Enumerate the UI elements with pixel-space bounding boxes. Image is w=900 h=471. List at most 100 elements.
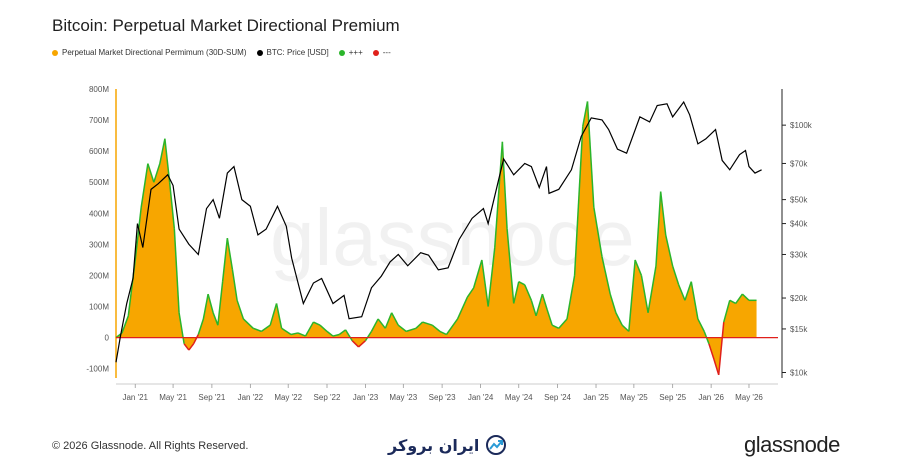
premium-outline-segment [551, 324, 560, 329]
x-axis-tick-label: May '22 [274, 393, 302, 402]
premium-outline-segment [601, 256, 611, 295]
premium-outline-segment [207, 293, 214, 313]
legend-item-price[interactable]: BTC: Price [USD] [256, 48, 329, 57]
right-axis-tick-label: $40k [790, 220, 808, 229]
premium-outline-segment [713, 359, 720, 376]
premium-outline-segment [226, 238, 234, 270]
premium-outline-segment [236, 300, 245, 320]
premium-outline-segment [269, 303, 278, 326]
x-axis-tick-label: Jan '23 [353, 393, 379, 402]
premium-outline-segment [431, 324, 441, 332]
legend-item-premium[interactable]: Perpetual Market Directional Permimum (3… [52, 48, 247, 57]
premium-outline-segment [697, 318, 705, 332]
premium-outline-segment [506, 228, 515, 304]
legend-item-negative[interactable]: --- [372, 48, 391, 57]
btc-price-line [115, 100, 762, 363]
premium-outline-segment [188, 343, 195, 351]
premium-outline-segment [512, 281, 520, 304]
x-axis-tick-label: Sep '21 [198, 393, 225, 402]
premium-outline-segment [524, 284, 533, 301]
premium-outline-segment [168, 182, 176, 229]
legend-label-positive: +++ [348, 48, 363, 57]
premium-outline-segment [655, 191, 662, 267]
legend-item-positive[interactable]: +++ [338, 48, 363, 57]
premium-outline-segment [723, 300, 731, 323]
left-axis: 800M 700M 600M 500M 400M 300M 200M 100M 0 -100M [86, 85, 117, 378]
x-axis-tick-label: Jan '24 [468, 393, 494, 402]
left-axis-tick-label: 200M [89, 271, 109, 280]
premium-outline-segment [735, 293, 743, 304]
premium-outline-segment [332, 333, 340, 337]
premium-outline-segment [260, 324, 271, 333]
premium-outline-segment [153, 163, 161, 183]
right-axis-tick-label: $100k [790, 121, 813, 130]
left-axis-tick-label: 600M [89, 147, 109, 156]
premium-outline-segment [664, 234, 674, 267]
trend-arrow-icon [486, 435, 507, 455]
right-axis-tick-label: $20k [790, 294, 808, 303]
premium-outline-segment [319, 324, 328, 332]
premium-outline-segment [242, 318, 254, 329]
x-axis-tick-label: Sep '25 [659, 393, 686, 402]
premium-outline-segment [290, 332, 299, 336]
premium-outline-segment [397, 324, 407, 332]
premium-outline-segment [313, 321, 321, 326]
premium-outline-segment [621, 324, 630, 332]
premium-outline-segment [677, 284, 686, 301]
legend-dot-premium [52, 49, 58, 56]
chart-canvas[interactable]: glassnode 800M 700M 600M 500M 400M 300M 200M 10… [0, 0, 900, 420]
premium-outline-segment [659, 191, 667, 236]
premium-outline-segment [164, 138, 171, 183]
premium-outline-segment [717, 321, 725, 375]
premium-outline-segment [741, 293, 750, 301]
x-axis-tick-label: May '26 [735, 393, 763, 402]
legend-label-price: BTC: Price [USD] [266, 48, 329, 57]
premium-outline-segment [586, 101, 595, 208]
premium-outline-segment [140, 163, 149, 208]
premium-outline-segment [377, 318, 386, 329]
premium-outline-segment [439, 330, 447, 336]
premium-outline-segment [415, 321, 424, 329]
premium-outline-segment [671, 265, 680, 286]
right-axis-tick-label: $50k [790, 196, 808, 205]
legend-dot-price [256, 49, 263, 56]
x-axis: Jan '21 May '21 Sep '21 Jan '22 May '22 Sep '… [116, 383, 778, 402]
premium-outline-segment [634, 259, 643, 276]
premium-outline-segment [384, 312, 393, 329]
watermark-text: glassnode [270, 193, 635, 282]
premium-outline-segment [281, 327, 292, 336]
premium-outline-segment [326, 330, 334, 337]
premium-outline-segment [390, 312, 399, 326]
premium-outline-segment [729, 299, 737, 305]
premium-outline-segment [573, 126, 584, 276]
premium-outline-segment [422, 321, 433, 326]
left-axis-tick-label: -100M [86, 365, 109, 374]
left-axis-tick-label: 500M [89, 178, 109, 187]
right-axis-tick-label: $15k [790, 325, 808, 334]
legend: Perpetual Market Directional Permimum (3… [52, 48, 391, 57]
premium-outline-segment [445, 318, 459, 335]
premium-outline-segment [456, 296, 469, 320]
premium-outline-segment [566, 275, 576, 320]
premium-outline-segment [252, 327, 262, 333]
x-axis-tick-label: May '21 [159, 393, 187, 402]
premium-outline-segment [708, 343, 715, 360]
premium-outline-segment [501, 141, 508, 229]
left-axis-tick-label: 400M [89, 209, 109, 218]
premium-outline-segment [472, 259, 483, 289]
premium-outline-segment [518, 281, 526, 286]
premium-outline-segment [481, 259, 489, 307]
iranbroker-logo: ایران بروکر [388, 434, 507, 456]
premium-outline-segment [370, 318, 379, 332]
premium-outline-segment [690, 281, 699, 320]
premium-outline-segment [231, 269, 238, 301]
premium-outline-segment [609, 293, 617, 313]
premium-outline-segment [546, 309, 553, 326]
premium-outline-segment [582, 101, 589, 127]
premium-outline-segment [197, 318, 205, 335]
premium-outline-segment [173, 228, 180, 313]
x-axis-tick-label: Sep '24 [544, 393, 571, 402]
legend-dot-negative [372, 49, 379, 56]
right-axis-tick-label: $70k [790, 159, 808, 168]
premium-outline-segment [192, 334, 199, 345]
